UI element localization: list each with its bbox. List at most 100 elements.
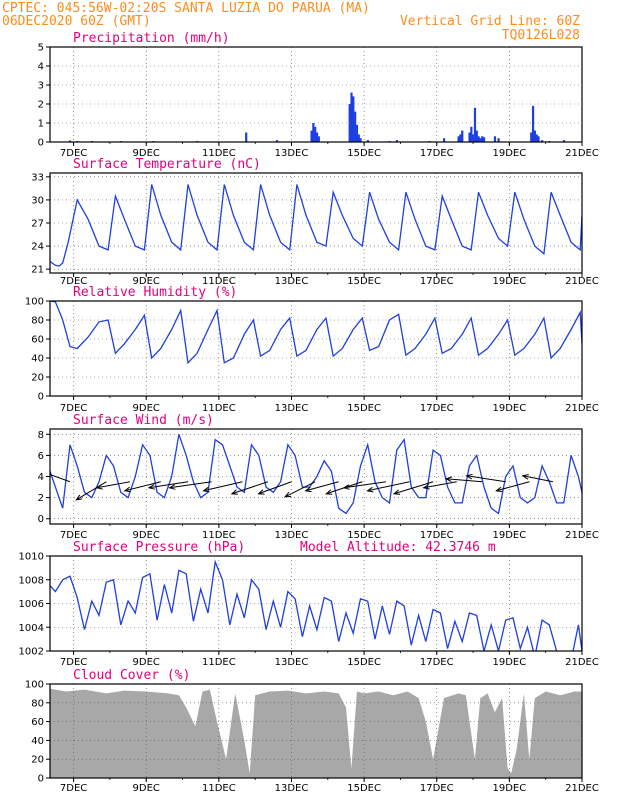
- x-tick-label: 13DEC: [275, 530, 309, 541]
- precip-bar: [315, 132, 319, 142]
- x-tick-label: 21DEC: [565, 403, 599, 414]
- precip-bar: [461, 130, 464, 142]
- wind-arrow-head: [422, 484, 430, 490]
- x-tick-label: 9DEC: [133, 148, 160, 159]
- plot-area-0: [68, 92, 566, 142]
- x-tick-label: 9DEC: [133, 783, 160, 794]
- y-tick-label: 4: [38, 472, 44, 483]
- y-tick-label: 20: [31, 755, 44, 766]
- x-tick-label: 19DEC: [493, 530, 527, 541]
- precip-bar: [354, 111, 357, 142]
- x-tick-label: 11DEC: [202, 530, 236, 541]
- y-tick-label: 24: [31, 242, 44, 253]
- wind-arrow-head: [202, 486, 210, 493]
- header-grid-note: Vertical Grid Line: 60Z: [400, 14, 580, 29]
- y-tick-label: 2: [38, 100, 44, 111]
- x-tick-label: 7DEC: [60, 657, 87, 668]
- x-tick-label: 19DEC: [493, 148, 527, 159]
- plot-area-3: [14, 434, 582, 515]
- plot-area-4: [50, 559, 582, 651]
- wind-arrow: [148, 481, 189, 489]
- wind-arrow-head: [95, 484, 103, 490]
- wind-arrow-head: [392, 489, 401, 495]
- precip-bar: [562, 140, 566, 142]
- y-tick-label: 4: [38, 62, 44, 73]
- header-date: 06DEC2020 60Z (GMT): [2, 14, 151, 29]
- wind-arrow-head: [257, 489, 265, 495]
- precip-bar: [468, 132, 471, 142]
- x-tick-label: 19DEC: [493, 783, 527, 794]
- precip-bar: [68, 140, 72, 142]
- y-tick-label: 20: [31, 373, 44, 384]
- x-tick-label: 11DEC: [202, 148, 236, 159]
- x-tick-label: 15DEC: [347, 148, 381, 159]
- y-tick-label: 1010: [19, 552, 44, 563]
- x-tick-label: 17DEC: [420, 276, 454, 287]
- wind-arrow: [466, 475, 506, 483]
- precip-bar: [459, 134, 462, 142]
- x-tick-label: 17DEC: [420, 783, 454, 794]
- x-tick-label: 13DEC: [275, 276, 309, 287]
- precip-bar: [533, 130, 536, 142]
- precip-bar: [535, 134, 538, 142]
- chart-panel-3: 0 2 4 6 8 7DEC 9DEC 11DEC 13DEC 15DEC 17DEC 19DEC 21…: [14, 413, 599, 541]
- x-tick-label: 19DEC: [493, 403, 527, 414]
- y-tick-label: 100: [25, 680, 44, 691]
- y-tick-label: 3: [38, 81, 44, 92]
- x-tick-label: 9DEC: [133, 276, 160, 287]
- precip-bar: [531, 105, 535, 142]
- chart-panel-0: 0 1 2 3 4 5 7DEC 9DEC 11DEC 13DEC 15DEC 17DEC 19DEC 2…: [38, 31, 599, 159]
- x-tick-label: 13DEC: [275, 657, 309, 668]
- x-tick-label: 17DEC: [420, 148, 454, 159]
- x-tick-label: 9DEC: [133, 530, 160, 541]
- plot-area-5: [50, 688, 582, 778]
- precip-bar: [275, 140, 279, 142]
- precip-bar: [477, 136, 480, 142]
- x-tick-label: 15DEC: [347, 657, 381, 668]
- y-tick-label: 0: [38, 514, 44, 525]
- wind-arrow-head: [465, 473, 473, 480]
- y-tick-label: 40: [31, 354, 44, 365]
- y-tick-label: 0: [38, 138, 44, 149]
- wind-arrow-head: [283, 491, 292, 498]
- wind-arrow: [50, 481, 51, 483]
- wind-arrow: [96, 481, 130, 489]
- x-tick-label: 21DEC: [565, 657, 599, 668]
- y-tick-label: 8: [38, 430, 44, 441]
- y-tick-label: 1: [38, 119, 44, 130]
- y-tick-label: 2: [38, 493, 44, 504]
- x-tick-label: 21DEC: [565, 530, 599, 541]
- precip-bar: [493, 136, 497, 142]
- panel-title: Cloud Cover (%): [73, 668, 190, 683]
- wind-arrow-head: [342, 484, 350, 490]
- precip-bar: [481, 136, 484, 142]
- x-tick-label: 7DEC: [60, 276, 87, 287]
- x-tick-label: 15DEC: [347, 783, 381, 794]
- plot-area-1: [50, 184, 582, 267]
- x-tick-label: 19DEC: [493, 657, 527, 668]
- wind-arrow: [124, 481, 161, 492]
- y-tick-label: 1006: [19, 599, 44, 610]
- precip-bar: [352, 96, 355, 142]
- wind-arrow: [258, 481, 292, 495]
- wind-arrow: [305, 481, 339, 492]
- x-tick-label: 13DEC: [275, 148, 309, 159]
- precip-bar: [312, 123, 315, 142]
- panel-title: Surface Pressure (hPa): [73, 540, 245, 555]
- wind-arrow-head: [444, 476, 452, 483]
- x-tick-label: 13DEC: [275, 403, 309, 414]
- plot-area-2: [50, 301, 582, 365]
- precip-bar: [470, 126, 473, 142]
- y-tick-label: 33: [31, 172, 44, 183]
- y-tick-label: 21: [31, 265, 44, 276]
- x-tick-label: 9DEC: [133, 403, 160, 414]
- series-line-2: [50, 301, 582, 365]
- wind-arrow-head: [14, 487, 20, 492]
- x-tick-label: 17DEC: [420, 403, 454, 414]
- cloud-area: [50, 688, 582, 778]
- wind-arrow-head: [123, 486, 131, 493]
- x-tick-label: 11DEC: [202, 783, 236, 794]
- chart-panel-5: 0 20 40 60 80 100 7DEC 9DEC 11DEC 13DEC 15DEC 17DEC…: [25, 668, 599, 794]
